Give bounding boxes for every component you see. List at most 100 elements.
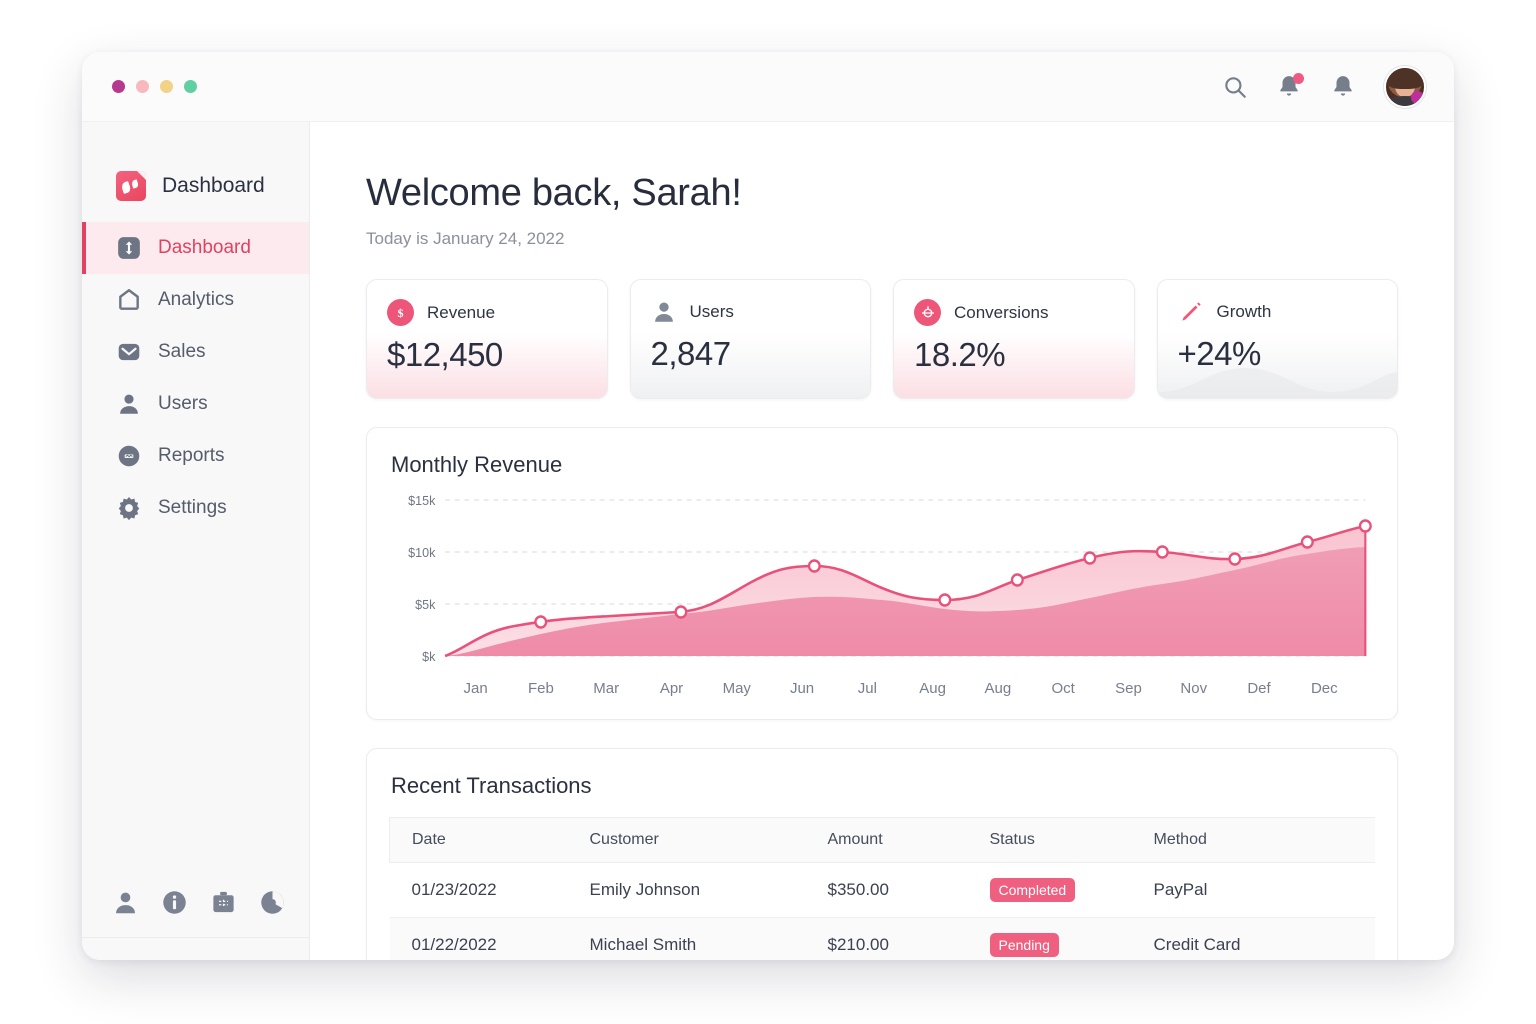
svg-text:$5k: $5k [415, 597, 436, 612]
brand-label: Dashboard [162, 174, 265, 197]
chart-data-markers [534, 519, 1372, 629]
chart-title: Monthly Revenue [391, 452, 563, 477]
close-button[interactable] [112, 80, 125, 93]
bell-icon[interactable] [1330, 74, 1356, 100]
minimize-button[interactable] [136, 80, 149, 93]
chart-x-label: Dec [1310, 680, 1338, 697]
stat-label: Users [689, 302, 734, 321]
svg-text:$k: $k [422, 649, 436, 664]
recent-transactions-card: Recent Transactions Date Customer Amount… [366, 748, 1398, 960]
chart-x-label: Jul [857, 680, 877, 697]
app-logo-icon [116, 171, 146, 201]
stat-value: 18.2% [914, 336, 1006, 373]
notification-badge [1293, 72, 1304, 84]
cell-customer: Emily Johnson [567, 862, 806, 918]
column-header-amount[interactable]: Amount [805, 817, 968, 863]
sidebar-divider [82, 937, 309, 938]
sidebar-item-users[interactable]: Users [82, 378, 309, 430]
analytics-chart-icon [116, 287, 142, 313]
sidebar-nav: Dashboard Analytics Sales [82, 222, 309, 534]
fullscreen-button[interactable] [184, 80, 197, 93]
sidebar-item-label: Sales [158, 341, 206, 362]
titlebar [82, 52, 1454, 122]
table-row[interactable]: 01/23/2022 Emily Johnson $350.00 Complet… [389, 862, 1375, 918]
traffic-lights [112, 80, 197, 93]
sidebar-item-settings[interactable]: Settings [82, 482, 309, 534]
chart-x-label: Jun [789, 680, 815, 697]
svg-text:$15k: $15k [408, 493, 436, 508]
column-header-date[interactable]: Date [389, 817, 568, 863]
info-icon[interactable] [161, 889, 188, 916]
avatar[interactable] [1384, 65, 1426, 108]
person-icon [651, 299, 677, 325]
growth-wave-decoration [1157, 368, 1397, 398]
app-window: Dashboard Dashboard Analytics [82, 52, 1454, 960]
stat-card-conversions[interactable]: Conversions 18.2% [893, 279, 1135, 399]
table-row[interactable]: 01/22/2022 Michael Smith $210.00 Pending… [389, 917, 1375, 960]
column-header-customer[interactable]: Customer [567, 817, 806, 863]
sidebar-item-analytics[interactable]: Analytics [82, 274, 309, 326]
search-icon[interactable] [1222, 74, 1248, 100]
stat-value: $12,450 [387, 336, 503, 373]
sidebar-item-label: Users [158, 393, 208, 414]
sidebar-item-reports[interactable]: Reports [82, 430, 309, 482]
bell-alert-icon[interactable] [1276, 72, 1304, 100]
cell-method: Credit Card [1131, 917, 1375, 960]
chart-x-label: Jan [463, 680, 488, 697]
cell-customer: Michael Smith [567, 917, 806, 960]
sidebar-footer-icons [82, 889, 309, 916]
stat-card-users[interactable]: Users 2,847 [629, 279, 871, 399]
cell-method: PayPal [1131, 862, 1375, 918]
svg-text:$10k: $10k [408, 545, 436, 560]
stat-value: +24% [1177, 335, 1262, 372]
sidebar-item-label: Settings [158, 497, 227, 518]
chart-x-labels: Jan Feb Mar Apr May Jun Jul Aug Aug Oct … [421, 680, 1379, 719]
chart-x-label: Def [1247, 680, 1271, 697]
report-circle-icon [116, 443, 142, 469]
stat-value: 2,847 [650, 335, 732, 372]
chart-x-label: Apr [659, 680, 684, 697]
monthly-revenue-card: Monthly Revenue [366, 427, 1398, 720]
chart-area: $15k $10k $5k $k [367, 478, 1397, 680]
stat-card-growth[interactable]: Growth +24% [1156, 279, 1398, 399]
main-content: Welcome back, Sarah! Today is January 24… [310, 122, 1454, 960]
sidebar-item-label: Analytics [158, 289, 235, 310]
pie-chart-icon[interactable] [259, 889, 286, 916]
sidebar: Dashboard Dashboard Analytics [82, 122, 310, 960]
column-header-method[interactable]: Method [1131, 817, 1375, 863]
person-icon[interactable] [112, 889, 139, 916]
chart-x-label: May [722, 680, 751, 697]
chart-x-label: Mar [593, 680, 620, 697]
page-title: Welcome back, Sarah! [366, 172, 742, 214]
brand[interactable]: Dashboard [82, 122, 309, 220]
sidebar-item-dashboard[interactable]: Dashboard [82, 222, 309, 274]
trend-pen-icon [1178, 299, 1204, 325]
cell-amount: $350.00 [805, 862, 968, 918]
chart-x-label: Aug [984, 680, 1012, 697]
sidebar-item-label: Dashboard [158, 237, 251, 258]
person-icon [116, 391, 142, 417]
cell-amount: $210.00 [805, 917, 968, 960]
chart-series-primary-line [444, 524, 1366, 658]
column-header-status[interactable]: Status [967, 817, 1132, 863]
stat-cards: $ Revenue $12,450 Users 2,847 [366, 279, 1398, 399]
briefcase-icon[interactable] [210, 889, 237, 916]
stat-label: Revenue [427, 302, 496, 322]
dashboard-icon [116, 235, 142, 261]
sidebar-item-sales[interactable]: Sales [82, 326, 309, 378]
dollar-circle-icon: $ [387, 299, 414, 326]
maximize-button[interactable] [160, 80, 173, 93]
stat-card-revenue[interactable]: $ Revenue $12,450 [366, 279, 608, 399]
revenue-area-chart[interactable]: $15k $10k $5k $k [389, 492, 1375, 667]
cell-status: Pending [967, 917, 1132, 960]
chart-x-label: Nov [1180, 680, 1208, 697]
cell-status: Completed [967, 862, 1132, 918]
status-badge: Completed [989, 878, 1076, 902]
chart-x-label: Aug [919, 680, 946, 697]
chart-x-label: Feb [527, 680, 554, 697]
cell-date: 01/23/2022 [389, 862, 568, 918]
stat-label: Growth [1216, 302, 1272, 321]
envelope-icon [116, 339, 142, 365]
chart-x-label: Oct [1051, 680, 1075, 697]
table-title: Recent Transactions [391, 773, 592, 798]
